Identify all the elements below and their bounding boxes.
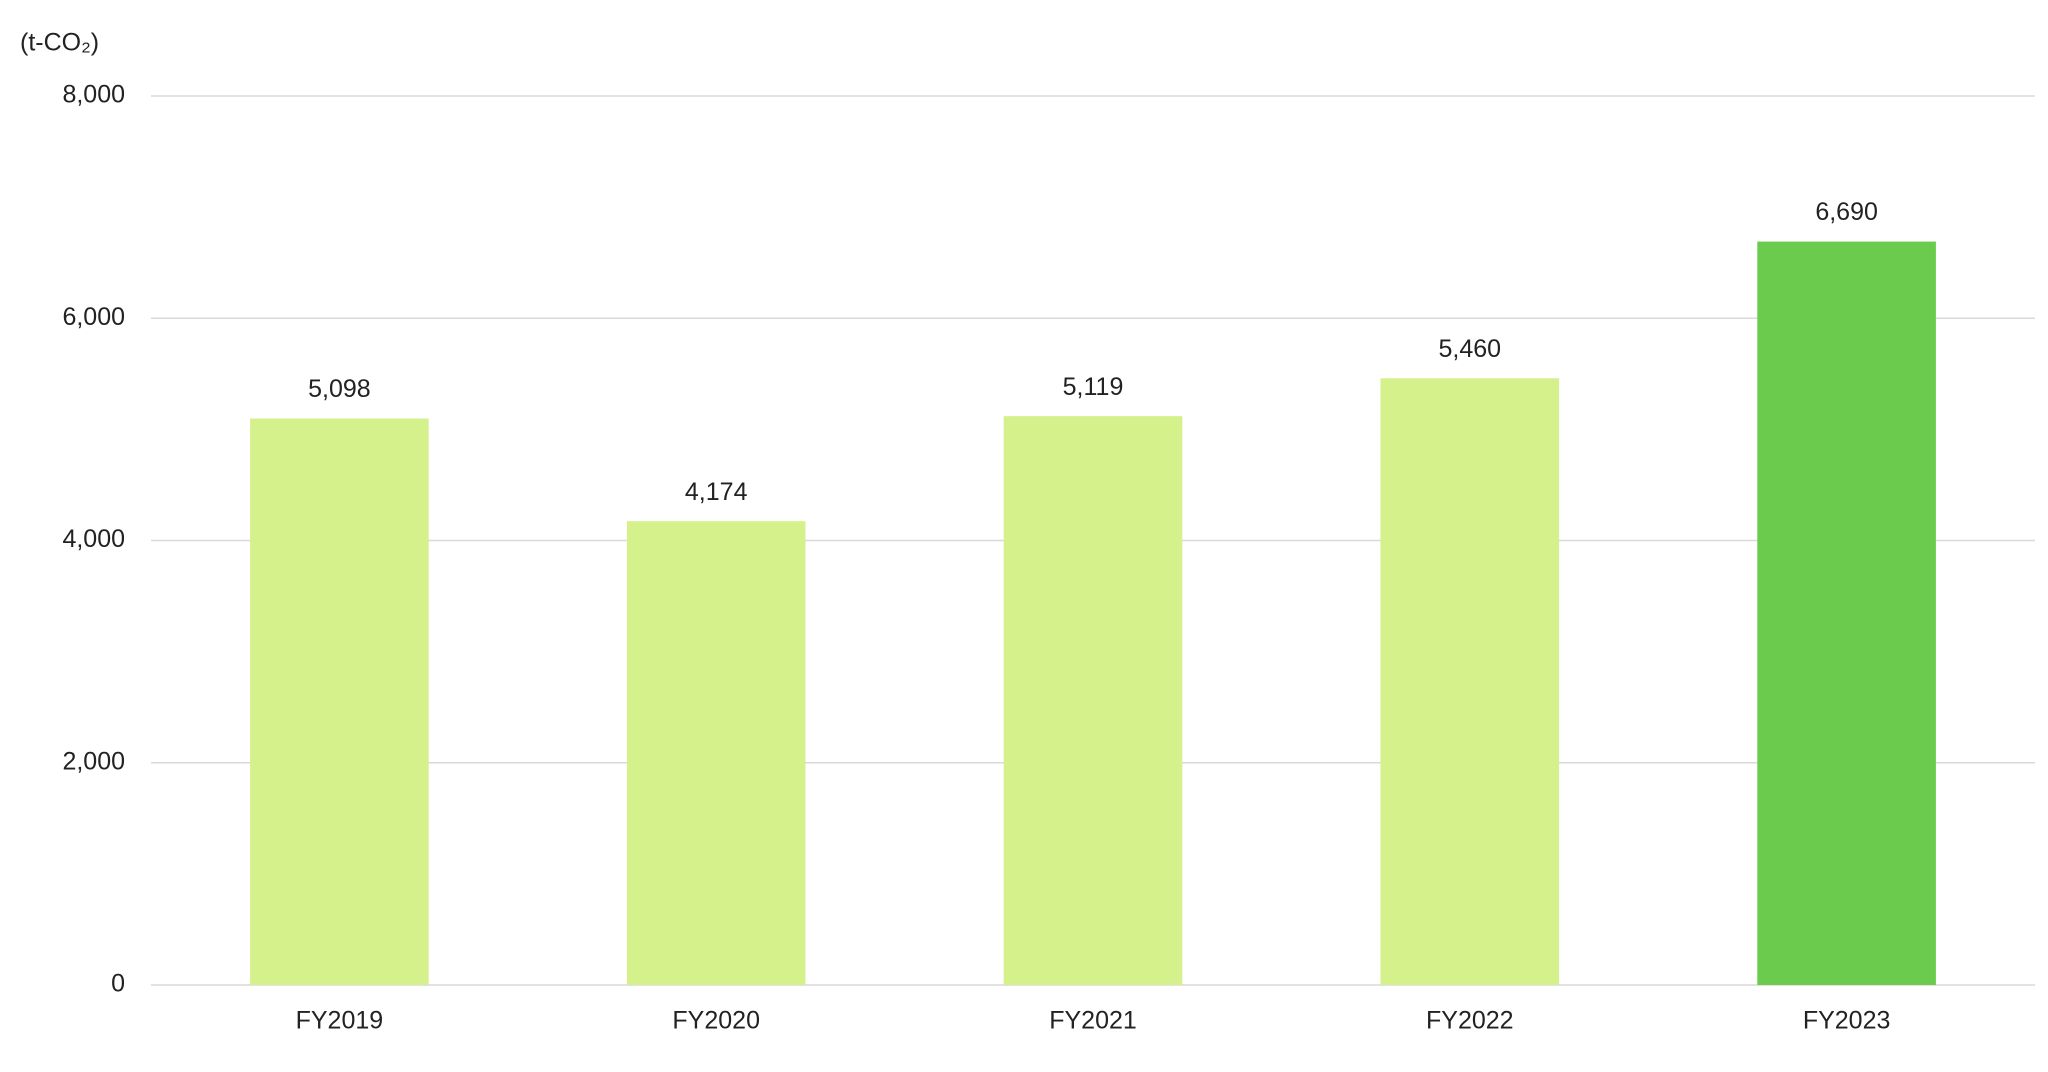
value-label: 6,690: [1815, 198, 1878, 226]
y-axis-label: (t-CO₂): [20, 29, 99, 57]
x-tick-label: FY2020: [672, 1007, 760, 1035]
bar: [250, 418, 429, 985]
y-tick-label: 4,000: [62, 525, 125, 553]
bar: [1003, 416, 1183, 985]
value-label: 5,460: [1439, 335, 1502, 363]
x-tick-label: FY2022: [1426, 1007, 1514, 1035]
y-tick-label: 8,000: [62, 81, 125, 109]
bar: [1380, 378, 1560, 985]
bar: [1757, 241, 1936, 986]
value-label: 5,098: [308, 375, 371, 403]
x-tick-label: FY2021: [1049, 1007, 1137, 1035]
bar: [626, 521, 806, 985]
y-tick-label: 0: [111, 970, 125, 998]
value-label: 4,174: [685, 478, 748, 506]
y-tick-label: 6,000: [62, 303, 125, 331]
x-tick-label: FY2023: [1803, 1007, 1891, 1035]
x-tick-label: FY2019: [296, 1007, 384, 1035]
value-label: 5,119: [1063, 373, 1124, 401]
y-tick-label: 2,000: [62, 747, 125, 775]
